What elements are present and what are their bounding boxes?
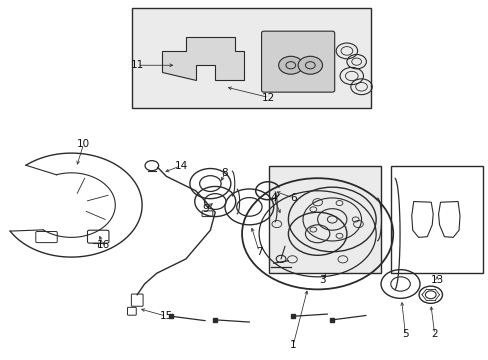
Text: 2: 2 [430,329,437,339]
Text: 6: 6 [289,193,296,203]
Text: 7: 7 [255,247,262,257]
Circle shape [298,56,322,74]
Polygon shape [161,37,244,80]
Bar [132,8,370,108]
Text: 11: 11 [130,60,143,70]
Text: 1: 1 [289,340,296,350]
Text: 16: 16 [96,239,109,249]
Bar [390,166,483,273]
Bar [268,166,380,273]
Circle shape [278,56,303,74]
Text: 5: 5 [401,329,408,339]
Text: 10: 10 [77,139,90,149]
Text: 8: 8 [221,168,228,178]
Text: 12: 12 [262,93,275,103]
Text: 9: 9 [202,204,208,214]
FancyBboxPatch shape [261,31,334,92]
Text: 13: 13 [429,275,443,285]
Text: 14: 14 [174,161,187,171]
Text: 15: 15 [160,311,173,321]
Text: 3: 3 [319,275,325,285]
Text: 4: 4 [270,193,277,203]
